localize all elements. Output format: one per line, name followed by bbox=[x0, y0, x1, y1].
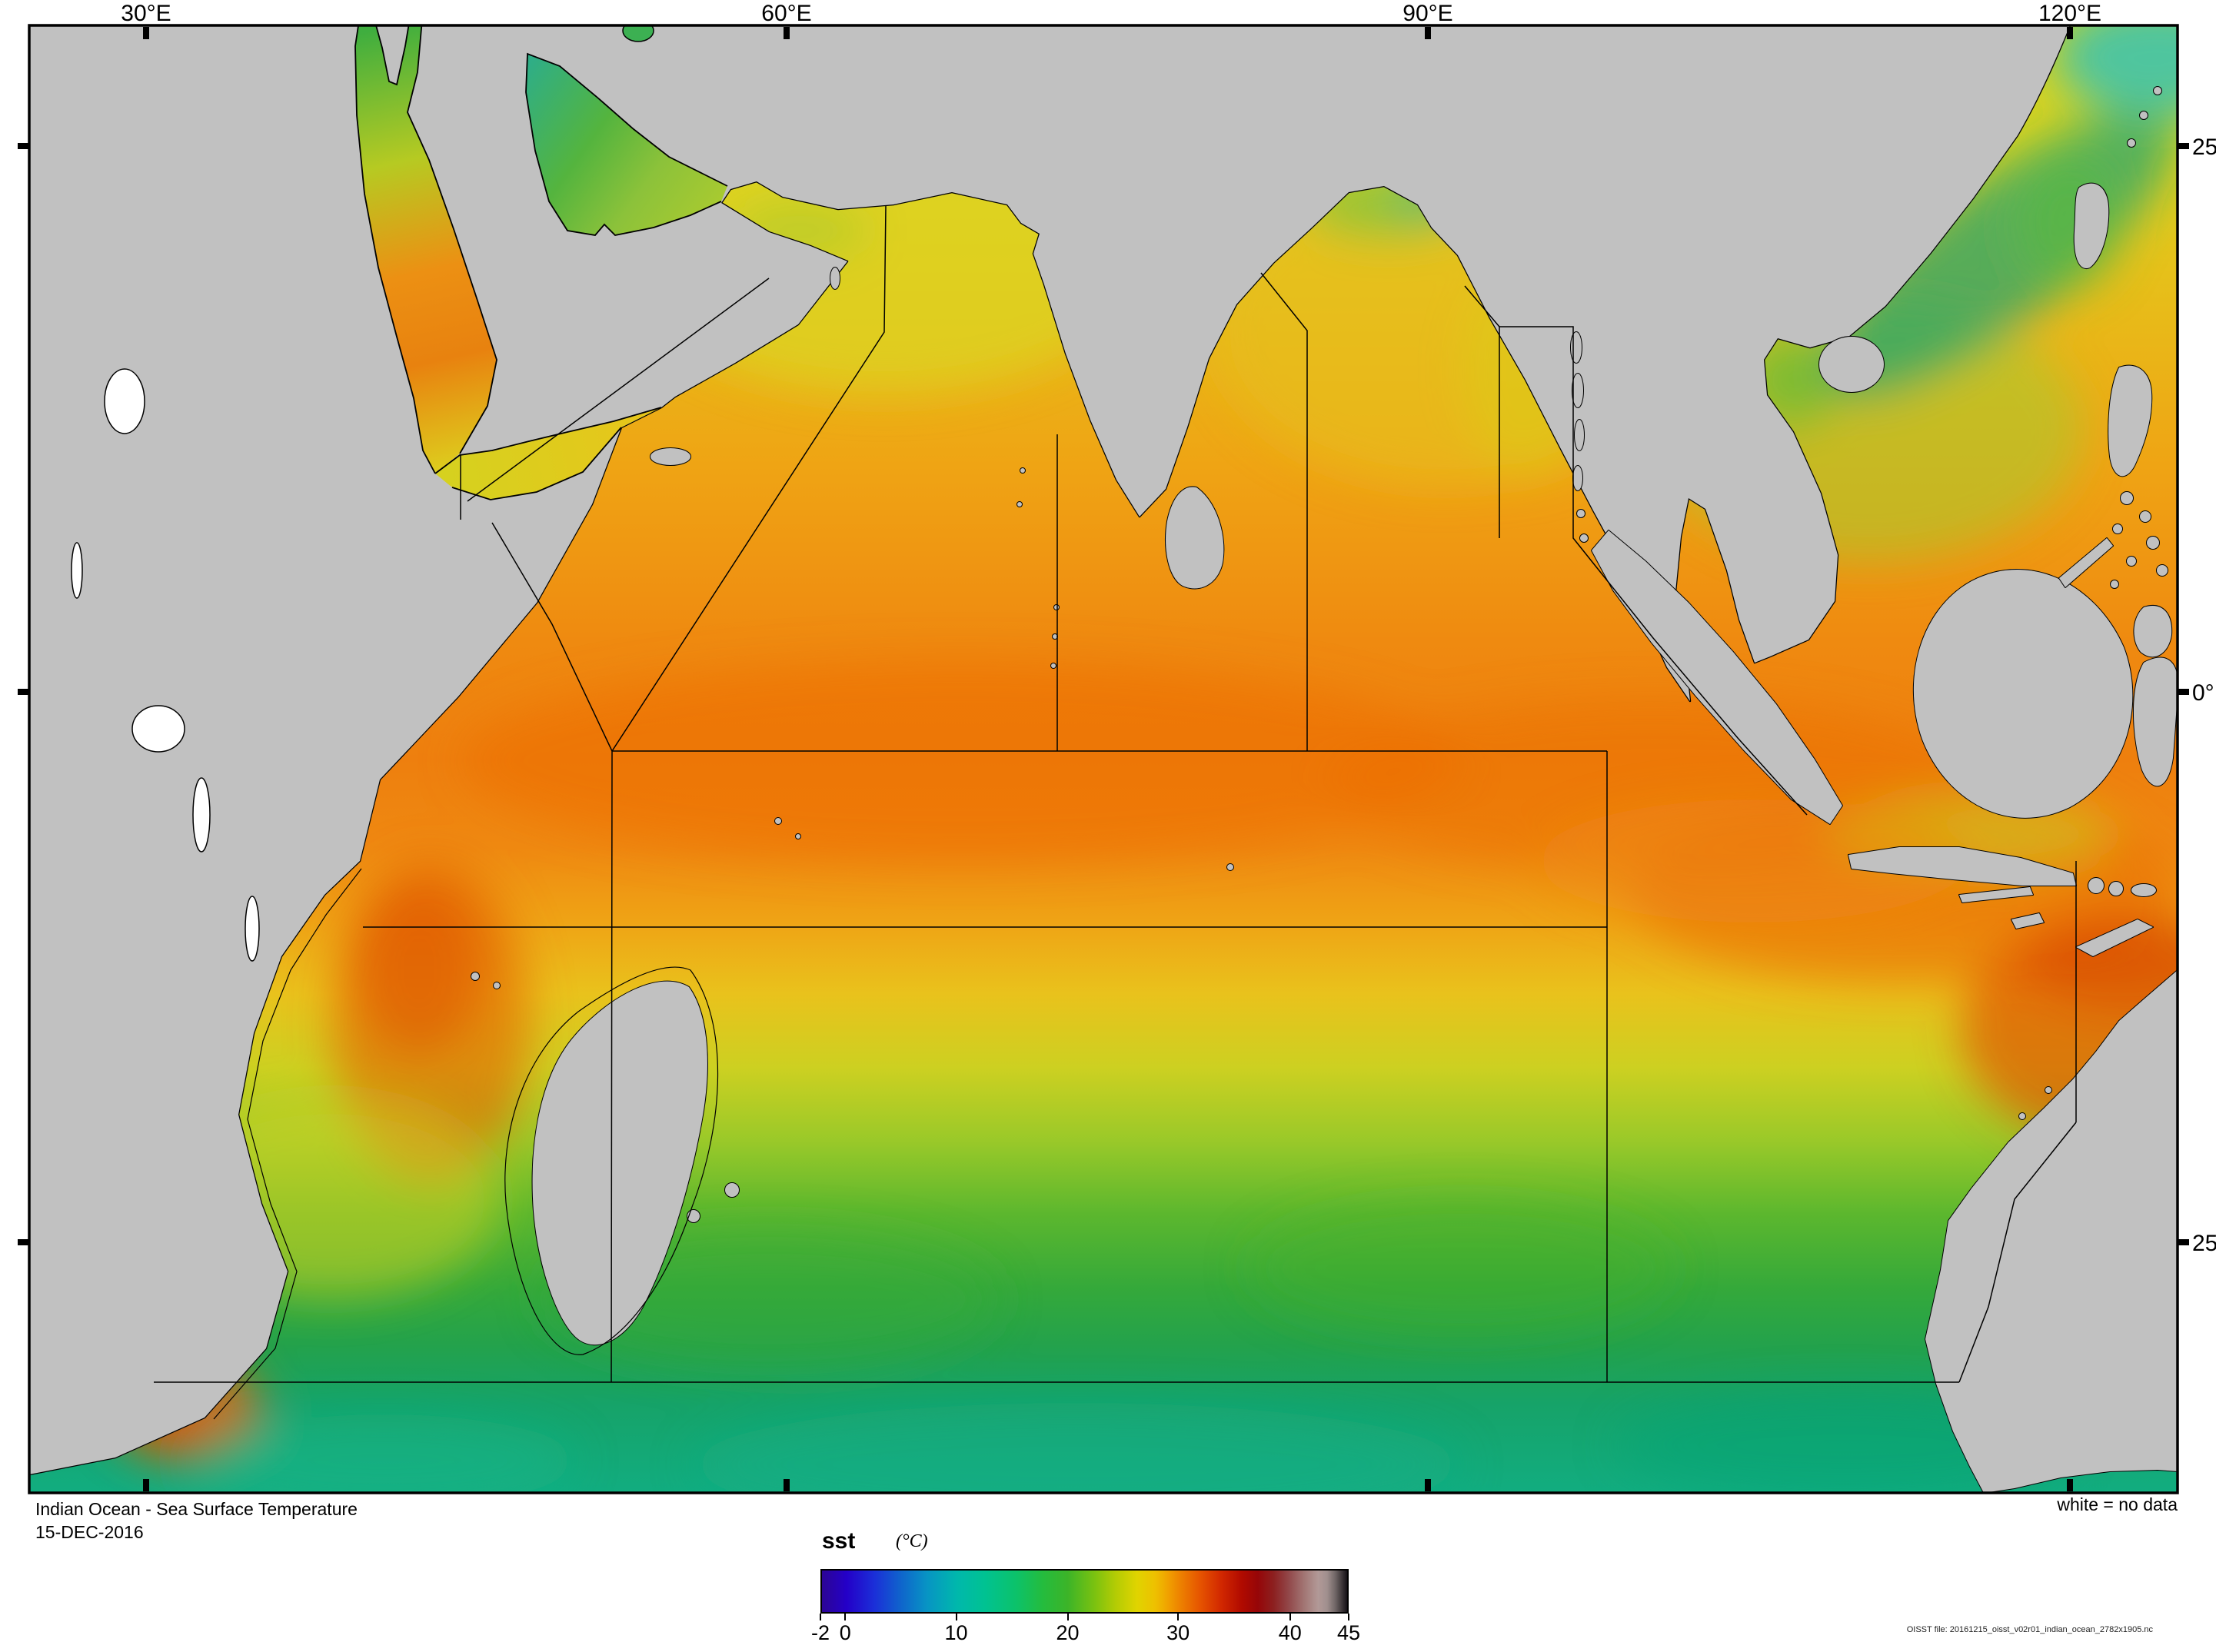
island-ryukyu bbox=[2127, 138, 2136, 148]
island-maldives bbox=[1053, 604, 1060, 610]
axis-label-top-60e: 60°E bbox=[761, 1, 811, 26]
colorbar-tick-mark bbox=[1348, 1614, 1349, 1620]
island-comoros bbox=[471, 972, 480, 981]
map-border bbox=[28, 24, 2179, 1494]
land-australia bbox=[1925, 969, 2178, 1493]
land-taiwan bbox=[2073, 182, 2110, 270]
colorbar-label: sst bbox=[822, 1528, 856, 1554]
land-borneo bbox=[1912, 569, 2134, 819]
land-masses bbox=[29, 25, 2178, 1493]
island-seychelles bbox=[795, 833, 801, 839]
land-timor bbox=[2075, 919, 2154, 957]
colorbar-tick-mark bbox=[955, 1614, 957, 1620]
axis-label-right-0: 0° bbox=[2192, 680, 2214, 706]
land-afro-eurasia bbox=[29, 25, 2071, 1476]
title-block: Indian Ocean - Sea Surface Temperature 1… bbox=[35, 1497, 358, 1544]
axis-label-right-25n: 25° bbox=[2192, 135, 2216, 160]
map-title: Indian Ocean - Sea Surface Temperature bbox=[35, 1499, 358, 1519]
region-boundaries bbox=[154, 205, 2077, 1420]
source-file-note: OISST file: 20161215_oisst_v02r01_indian… bbox=[1906, 1625, 2153, 1634]
island bbox=[2088, 877, 2105, 894]
philippine-islands bbox=[2110, 491, 2168, 589]
sea-persian-gulf bbox=[526, 54, 727, 235]
axis-label-top-30e: 30°E bbox=[121, 1, 171, 26]
island-masirah bbox=[830, 267, 840, 290]
island-socotra bbox=[650, 447, 691, 466]
colorbar-tick-label: 40 bbox=[1278, 1621, 1302, 1644]
colorbar: sst (°C) -2 0 10 20 30 40 45 bbox=[811, 1528, 1405, 1651]
island-reunion bbox=[687, 1209, 700, 1223]
island-lakshadweep bbox=[1016, 501, 1023, 507]
island-ryukyu bbox=[2153, 86, 2162, 95]
island bbox=[2108, 881, 2124, 896]
island-maldives bbox=[1050, 663, 1056, 669]
colorbar-tick-label: 10 bbox=[944, 1621, 968, 1644]
island-chagos bbox=[1226, 863, 1234, 871]
colorbar-unit: (°C) bbox=[896, 1531, 928, 1551]
colorbar-tick-label: -2 bbox=[810, 1621, 830, 1644]
axis-label-top-120e: 120°E bbox=[2038, 1, 2101, 26]
colorbar-tick-mark bbox=[844, 1614, 847, 1620]
island-comoros bbox=[493, 982, 501, 989]
island-lakshadweep bbox=[1020, 467, 1026, 474]
island bbox=[2045, 1086, 2052, 1094]
land-palawan bbox=[2058, 537, 2114, 588]
axis-label-top-90e: 90°E bbox=[1402, 1, 1452, 26]
axis-ticks bbox=[18, 27, 2189, 1491]
map-date: 15-DEC-2016 bbox=[35, 1522, 144, 1542]
island-maldives bbox=[1052, 633, 1058, 640]
island-mauritius bbox=[724, 1182, 740, 1198]
colorbar-tick-mark bbox=[820, 1614, 821, 1620]
land-sulawesi bbox=[2132, 656, 2178, 787]
island bbox=[2018, 1112, 2026, 1120]
land-sri-lanka bbox=[1165, 486, 1225, 590]
land-madagascar bbox=[531, 980, 708, 1346]
island-seychelles bbox=[774, 817, 782, 825]
colorbar-tick-mark bbox=[1289, 1614, 1291, 1620]
axis-label-right-25s: 25° bbox=[2192, 1231, 2216, 1256]
no-data-note: white = no data bbox=[2057, 1494, 2178, 1514]
no-data-lakes bbox=[71, 368, 260, 962]
colorbar-tick-mark bbox=[1066, 1614, 1069, 1620]
colorbar-tick-label: 30 bbox=[1166, 1621, 1190, 1644]
land-flores-chain bbox=[1958, 886, 2034, 903]
axis-labels: 30°E 60°E 90°E 120°E 25° 0° 25° bbox=[121, 1, 2216, 1256]
colorbar-tick-label: 20 bbox=[1056, 1621, 1080, 1644]
island bbox=[2131, 883, 2157, 897]
land-hainan bbox=[1818, 336, 1885, 393]
colorbar-tick-label: 45 bbox=[1336, 1621, 1361, 1644]
land-mindanao bbox=[2133, 605, 2173, 658]
island-ryukyu bbox=[2139, 111, 2148, 120]
land-sumatra bbox=[1591, 530, 1843, 825]
colorbar-tick-mark bbox=[1177, 1614, 1180, 1620]
land-luzon bbox=[2108, 364, 2153, 477]
colorbar-gradient-bar bbox=[820, 1569, 1349, 1614]
sea-red-sea bbox=[355, 25, 497, 474]
colorbar-tick-label: 0 bbox=[839, 1621, 851, 1644]
colorbar-ticks: -2 0 10 20 30 40 45 bbox=[811, 1614, 1360, 1644]
land-sumba bbox=[2011, 912, 2045, 929]
sea-gulf-of-aden bbox=[435, 407, 661, 500]
sea-inland-top bbox=[622, 25, 654, 42]
marginal-seas bbox=[354, 25, 728, 500]
